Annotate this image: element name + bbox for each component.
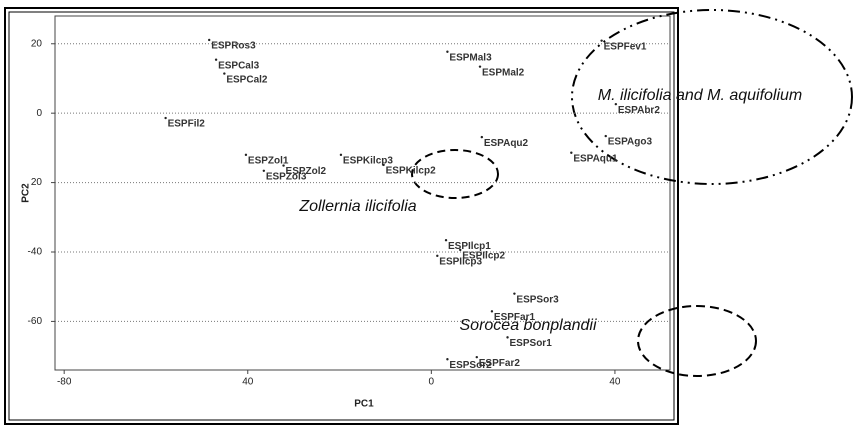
point <box>223 72 226 75</box>
point <box>164 116 167 120</box>
point-label: ESPZol3 <box>266 171 307 182</box>
point-label: ESPZol1 <box>248 155 289 166</box>
annotation: Zollernia ilicifolia <box>298 198 416 215</box>
point <box>382 163 385 167</box>
point <box>480 135 484 139</box>
point <box>614 102 618 106</box>
point-label: ESPIlcp2 <box>462 251 505 262</box>
y-tick-label: 20 <box>31 38 43 49</box>
point-label: ESPMal2 <box>482 67 525 78</box>
point <box>436 254 439 258</box>
x-tick-label: -80 <box>57 377 72 388</box>
outer-frame <box>4 7 679 425</box>
y-tick-label: 0 <box>36 108 42 119</box>
point-label: ESPSor2 <box>449 360 492 371</box>
point-label: ESPSor3 <box>516 294 559 305</box>
point <box>604 134 607 138</box>
point <box>478 65 482 68</box>
y-tick-label: -40 <box>28 247 43 258</box>
point <box>513 292 516 295</box>
point <box>600 39 603 42</box>
point <box>444 239 448 242</box>
point <box>282 164 285 167</box>
point <box>506 336 509 339</box>
y-tick-label: 20 <box>31 177 43 188</box>
x-tick-label: 40 <box>242 377 254 388</box>
point <box>446 358 449 361</box>
point-label: ESPFil2 <box>168 119 206 130</box>
point-label: ESPIlcp1 <box>448 241 491 252</box>
point-label: ESPFar2 <box>479 358 521 369</box>
point-label: ESPCal2 <box>226 74 268 85</box>
point <box>244 153 248 157</box>
inner-frame <box>8 11 675 421</box>
cluster-ellipse <box>411 149 499 199</box>
plot-area <box>54 15 671 371</box>
point-label: ESPFar1 <box>494 312 536 323</box>
point-label: ESPAgo3 <box>608 137 653 148</box>
x-tick-label: 0 <box>429 377 435 388</box>
cluster-ellipse <box>571 9 853 185</box>
point <box>339 153 343 157</box>
point-label: ESPAqu2 <box>484 138 529 149</box>
annotation: M. ilicifolia and M. aquifolium <box>598 87 803 104</box>
point-label: ESPCal3 <box>218 60 260 71</box>
point <box>262 169 266 172</box>
point-label: ESPAqu1 <box>573 153 618 164</box>
point-label: ESPZol2 <box>286 166 327 177</box>
point-label: ESPKilcp2 <box>386 166 436 177</box>
point <box>446 50 449 53</box>
x-tick-label: 40 <box>609 377 621 388</box>
point <box>208 38 211 42</box>
point-label: ESPAbr2 <box>618 105 660 116</box>
point-label: ESPMal3 <box>449 52 492 63</box>
y-tick-label: -60 <box>28 316 43 327</box>
point <box>214 58 218 61</box>
x-axis-label: PC1 <box>354 399 374 410</box>
point-label: ESPRos3 <box>211 41 256 52</box>
point-label: ESPFev1 <box>604 41 647 52</box>
point <box>475 355 478 359</box>
cluster-ellipse <box>637 305 757 377</box>
point <box>490 310 494 313</box>
point <box>459 248 462 252</box>
point-label: ESPSor1 <box>510 338 553 349</box>
point-label: ESPIlcp3 <box>439 256 482 267</box>
y-axis-label: PC2 <box>21 183 32 203</box>
point-label: ESPKilcp3 <box>343 155 393 166</box>
point <box>570 151 573 154</box>
